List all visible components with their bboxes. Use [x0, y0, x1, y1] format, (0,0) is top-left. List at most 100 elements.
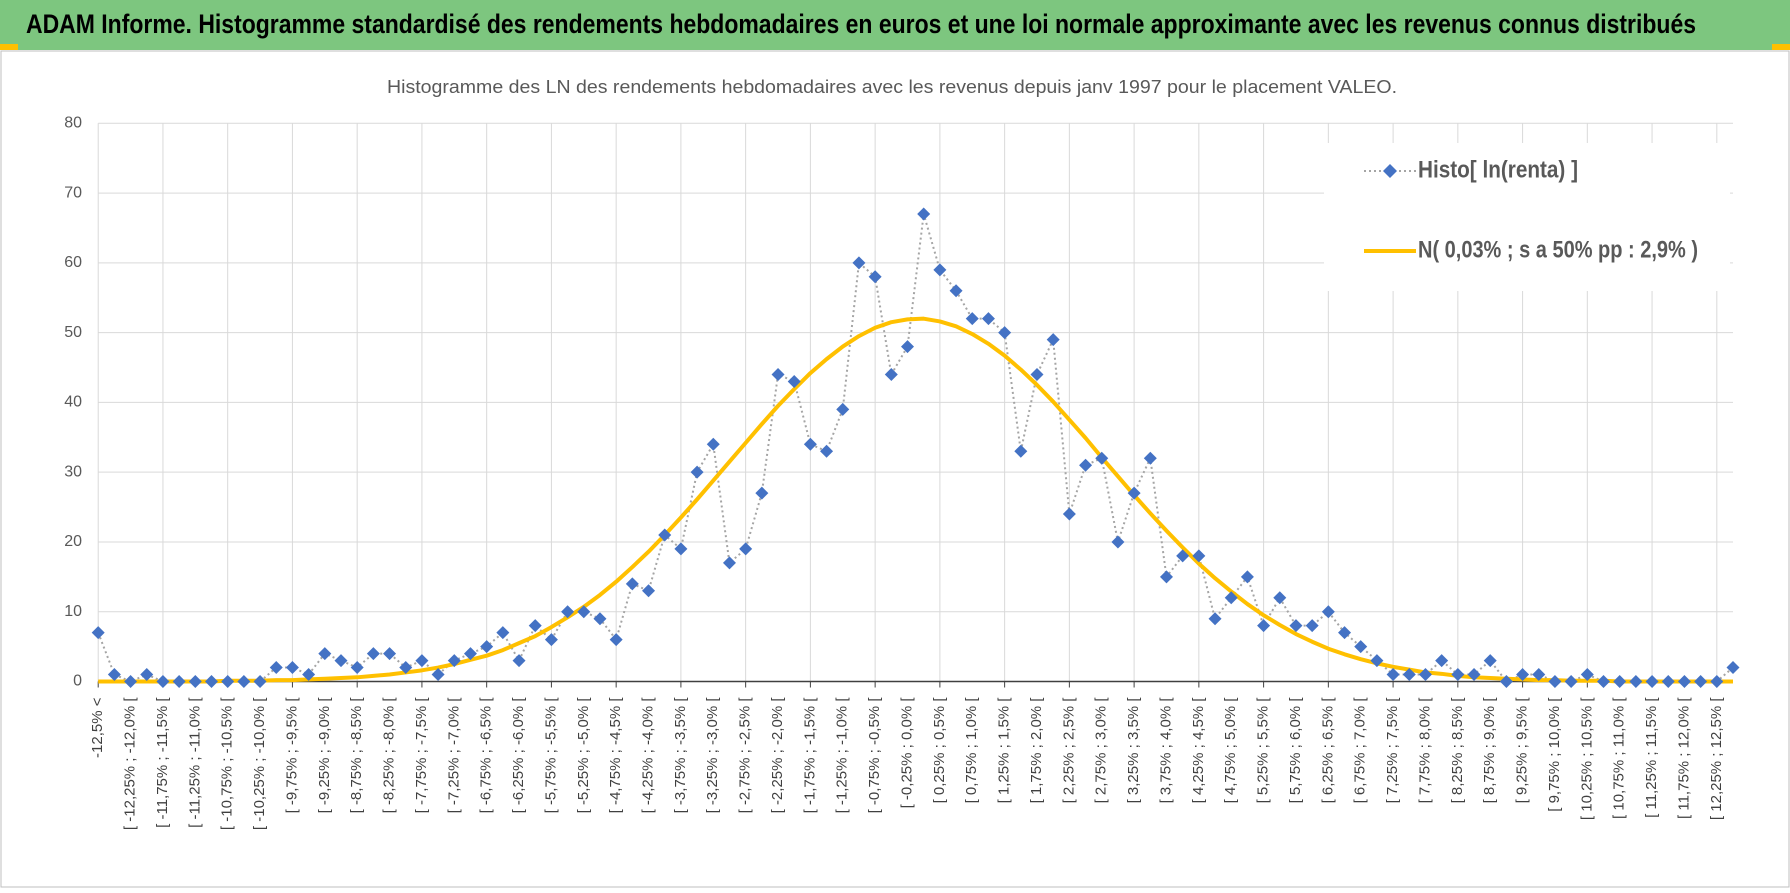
x-tick-label: [ 5,25% ; 5,5% [	[1255, 697, 1272, 804]
histogram-point	[1467, 668, 1481, 682]
x-tick-label: [ -4,75% ; -4,5% [	[607, 697, 624, 814]
x-tick-label: [ -6,75% ; -6,5% [	[478, 697, 495, 814]
histogram-point	[1451, 668, 1465, 682]
x-tick-label: [ -10,25% ; -10,0% [	[251, 697, 268, 830]
histogram-point	[820, 444, 834, 458]
x-tick-label: [ -9,75% ; -9,5% [	[283, 697, 300, 814]
x-tick-label: [ 3,25% ; 3,5% [	[1125, 697, 1142, 804]
x-tick-label: [ 6,75% ; 7,0% [	[1352, 697, 1369, 804]
x-tick-label: [ 9,25% ; 9,5% [	[1514, 697, 1531, 804]
histogram-point	[884, 367, 898, 381]
histogram-point	[415, 654, 429, 668]
histogram-point	[674, 542, 688, 556]
x-tick-label: [ 11,25% ; 11,5% [	[1643, 697, 1660, 818]
x-tick-label: [ -4,25% ; -4,0% [	[639, 697, 656, 814]
x-tick-label: [ 5,75% ; 6,0% [	[1287, 697, 1304, 804]
histogram-point	[1710, 675, 1724, 688]
histogram-point	[302, 668, 316, 682]
histogram-point	[1564, 675, 1578, 688]
histogram-point	[1321, 605, 1335, 619]
x-tick-label: [ 9,75% ; 10,0% [	[1546, 697, 1563, 812]
x-tick-label: [ 10,75% ; 11,0% [	[1611, 697, 1628, 819]
x-tick-label: [ 7,25% ; 7,5% [	[1384, 697, 1401, 804]
histogram-point	[350, 661, 364, 675]
histogram-point	[1030, 367, 1044, 381]
x-tick-label: [ -8,75% ; -8,5% [	[348, 697, 365, 814]
histogram-point	[1677, 675, 1691, 688]
histogram-point	[253, 675, 267, 688]
histogram-point	[1046, 333, 1060, 347]
histogram-point	[998, 326, 1012, 340]
histogram-point	[1613, 675, 1627, 688]
x-tick-label: -12,5% <	[89, 697, 106, 758]
histogram-point	[771, 367, 785, 381]
histogram-point	[722, 556, 736, 570]
histogram-point	[107, 668, 121, 682]
histogram-point	[933, 263, 947, 277]
x-tick-label: [ -7,25% ; -7,0% [	[445, 697, 462, 814]
histogram-point	[609, 633, 623, 647]
y-tick-label: 30	[64, 463, 82, 480]
histogram-point	[625, 577, 639, 591]
x-tick-label: [ 4,25% ; 4,5% [	[1190, 697, 1207, 804]
x-tick-label: [ 12,25% ; 12,5% [	[1708, 697, 1725, 820]
histogram-point	[1289, 619, 1303, 633]
histogram-point	[480, 640, 494, 654]
y-tick-label: 60	[64, 254, 82, 271]
y-tick-label: 40	[64, 394, 82, 411]
histogram-point	[1548, 675, 1562, 688]
histogram-point	[1386, 668, 1400, 682]
histogram-point	[431, 668, 445, 682]
histogram-point	[399, 661, 413, 675]
x-tick-label: [ -2,25% ; -2,0% [	[769, 697, 786, 814]
histogram-point	[1338, 626, 1352, 640]
x-tick-label: [ -3,25% ; -3,0% [	[704, 697, 721, 814]
histogram-point	[334, 654, 348, 668]
histogram-point	[1645, 675, 1659, 688]
histogram-point	[1354, 640, 1368, 654]
histogram-point	[269, 661, 283, 675]
histogram-point	[463, 647, 477, 661]
x-tick-label: [ 3,75% ; 4,0% [	[1157, 697, 1174, 804]
x-tick-label: [ -1,75% ; -1,5% [	[801, 697, 818, 814]
header-accent	[0, 44, 18, 50]
histogram-point	[1208, 612, 1222, 626]
histogram-point	[1532, 668, 1546, 682]
x-tick-label: [ 0,25% ; 0,5% [	[931, 697, 948, 804]
histogram-point	[124, 675, 138, 688]
histogram-point	[1127, 486, 1141, 500]
legend-label: Histo[ ln(renta) ]	[1418, 156, 1578, 183]
histogram-point	[901, 340, 915, 354]
histogram-point	[1305, 619, 1319, 633]
histogram-point	[172, 675, 186, 688]
y-tick-label: 10	[64, 603, 82, 620]
x-tick-label: [ -12,25% ; -12,0% [	[122, 697, 139, 830]
histogram-point	[1499, 675, 1513, 688]
histogram-point	[561, 605, 575, 619]
histogram-point	[706, 437, 720, 451]
histogram-point	[1402, 668, 1416, 682]
x-tick-label: [ 8,75% ; 9,0% [	[1481, 697, 1498, 804]
histogram-point	[1418, 668, 1432, 682]
y-tick-label: 0	[73, 673, 82, 690]
histogram-point	[1726, 661, 1740, 675]
histogram-point	[755, 486, 769, 500]
histogram-point	[1062, 507, 1076, 521]
x-tick-label: [ 7,75% ; 8,0% [	[1416, 697, 1433, 804]
histogram-point	[366, 647, 380, 661]
histogram-point	[156, 675, 170, 688]
y-tick-label: 20	[64, 533, 82, 550]
x-tick-label: [ -5,75% ; -5,5% [	[542, 697, 559, 814]
x-tick-label: [ 10,25% ; 10,5% [	[1578, 697, 1595, 820]
chart-frame	[0, 50, 1790, 888]
x-tick-label: [ -0,75% ; -0,5% [	[866, 697, 883, 814]
histogram-point	[1483, 654, 1497, 668]
histogram-point	[577, 605, 591, 619]
x-tick-label: [ -8,25% ; -8,0% [	[381, 697, 398, 814]
histogram-point	[1516, 668, 1530, 682]
histogram-point	[1597, 675, 1611, 688]
histogram-point	[690, 465, 704, 479]
histogram-point	[642, 584, 656, 598]
